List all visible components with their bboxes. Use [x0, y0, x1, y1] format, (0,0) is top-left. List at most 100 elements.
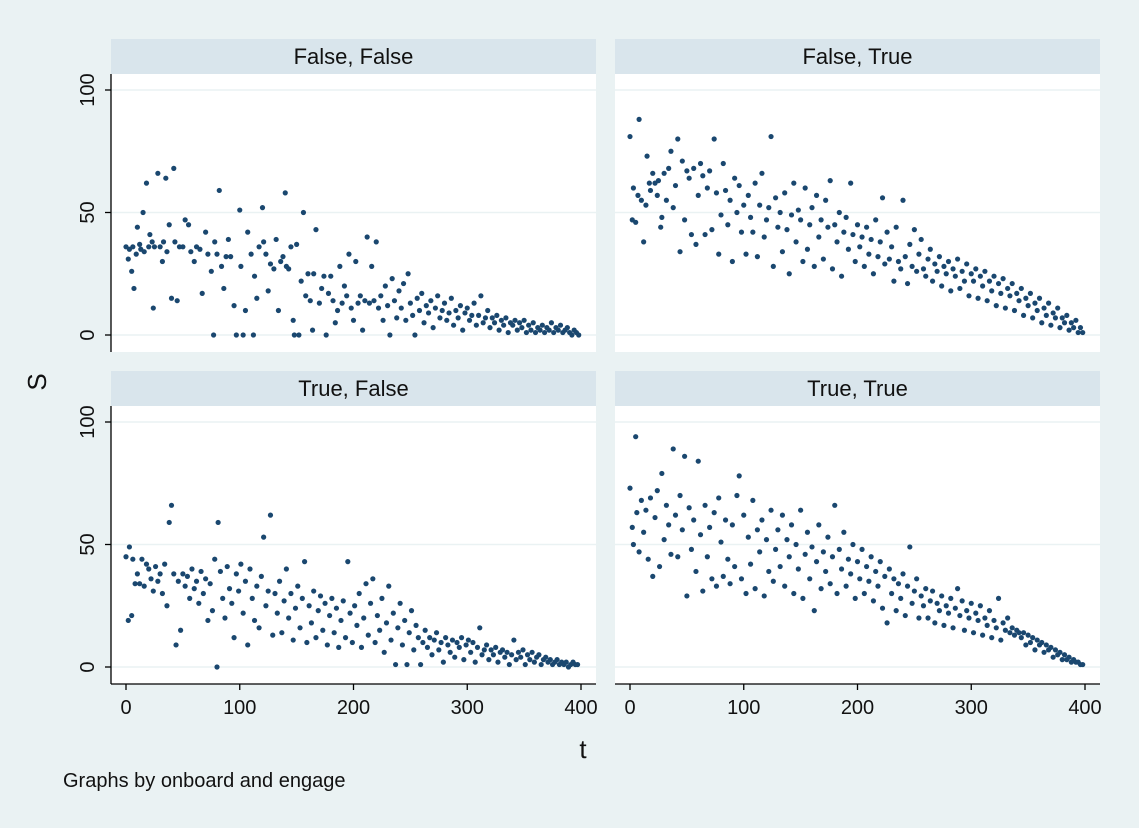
data-point — [718, 539, 724, 545]
data-point — [275, 307, 282, 314]
data-point — [1034, 637, 1040, 643]
data-point — [140, 209, 146, 216]
data-point — [327, 612, 333, 619]
data-point — [155, 170, 161, 176]
data-point — [163, 175, 169, 181]
data-point — [1014, 290, 1020, 296]
data-point — [777, 209, 783, 216]
data-point — [975, 295, 981, 301]
data-point — [283, 566, 289, 572]
data-point — [316, 300, 322, 306]
data-point — [407, 300, 413, 306]
data-point — [697, 160, 704, 167]
data-point — [829, 266, 836, 272]
data-point — [460, 327, 466, 333]
data-point — [761, 234, 767, 240]
data-point — [207, 581, 213, 587]
data-point — [909, 600, 915, 606]
data-point — [759, 170, 765, 176]
data-point — [659, 470, 665, 477]
data-point — [959, 598, 965, 604]
data-point — [305, 271, 311, 277]
data-point — [397, 600, 403, 606]
data-point — [693, 241, 699, 247]
data-point — [514, 327, 520, 333]
data-point — [864, 563, 870, 570]
data-point — [870, 598, 877, 604]
data-point — [820, 256, 826, 262]
data-point — [319, 285, 325, 292]
data-point — [914, 576, 920, 582]
data-point — [501, 322, 507, 328]
data-point — [248, 251, 254, 257]
data-point — [346, 251, 352, 257]
data-point — [463, 642, 469, 648]
data-point — [247, 566, 253, 572]
data-point — [636, 116, 642, 122]
data-point — [959, 268, 965, 274]
data-point — [348, 305, 354, 311]
x-tick-label: 0 — [120, 697, 131, 719]
data-point — [654, 192, 660, 198]
data-point — [827, 178, 833, 184]
panel-strip — [111, 39, 596, 74]
data-point — [932, 620, 938, 626]
data-point — [729, 522, 735, 528]
data-point — [752, 586, 758, 592]
data-point — [952, 273, 958, 279]
data-point — [428, 298, 434, 304]
data-point — [171, 165, 177, 171]
data-point — [825, 534, 831, 540]
data-point — [1039, 639, 1045, 646]
data-point — [441, 300, 448, 306]
data-point — [1034, 307, 1040, 314]
data-point — [125, 617, 131, 624]
data-point — [904, 583, 911, 589]
data-point — [952, 605, 958, 611]
data-point — [424, 644, 431, 651]
data-point — [282, 190, 288, 196]
data-point — [404, 661, 410, 668]
data-point — [777, 563, 783, 570]
data-point — [274, 610, 280, 616]
data-point — [693, 568, 699, 575]
data-point — [242, 307, 249, 314]
data-point — [447, 649, 453, 655]
data-point — [360, 327, 366, 333]
data-point — [292, 605, 299, 611]
data-point — [200, 590, 206, 597]
data-point — [982, 268, 988, 274]
data-point — [171, 571, 177, 577]
data-point — [793, 541, 799, 548]
data-point — [391, 298, 398, 304]
data-point — [208, 268, 214, 274]
data-point — [415, 635, 421, 641]
data-point — [390, 610, 396, 616]
data-point — [469, 312, 475, 318]
data-point — [741, 202, 747, 208]
data-point — [877, 559, 883, 565]
data-point — [957, 612, 963, 619]
data-point — [147, 231, 153, 238]
data-point — [629, 524, 635, 530]
data-point — [832, 222, 838, 228]
data-point — [482, 315, 489, 321]
x-tick-label: 200 — [337, 697, 370, 719]
data-point — [555, 327, 561, 333]
data-point — [747, 214, 754, 220]
data-point — [904, 280, 911, 287]
data-point — [1061, 320, 1068, 326]
data-point — [538, 661, 544, 668]
data-point — [499, 647, 506, 653]
data-point — [137, 241, 143, 247]
data-point — [172, 239, 178, 245]
data-point — [563, 659, 569, 665]
data-point — [329, 595, 335, 602]
data-point — [823, 568, 829, 575]
data-point — [440, 659, 446, 665]
data-point — [775, 527, 781, 533]
y-tick-label: 50 — [77, 201, 99, 223]
data-point — [636, 549, 642, 555]
data-point — [210, 332, 217, 338]
data-point — [891, 278, 897, 284]
